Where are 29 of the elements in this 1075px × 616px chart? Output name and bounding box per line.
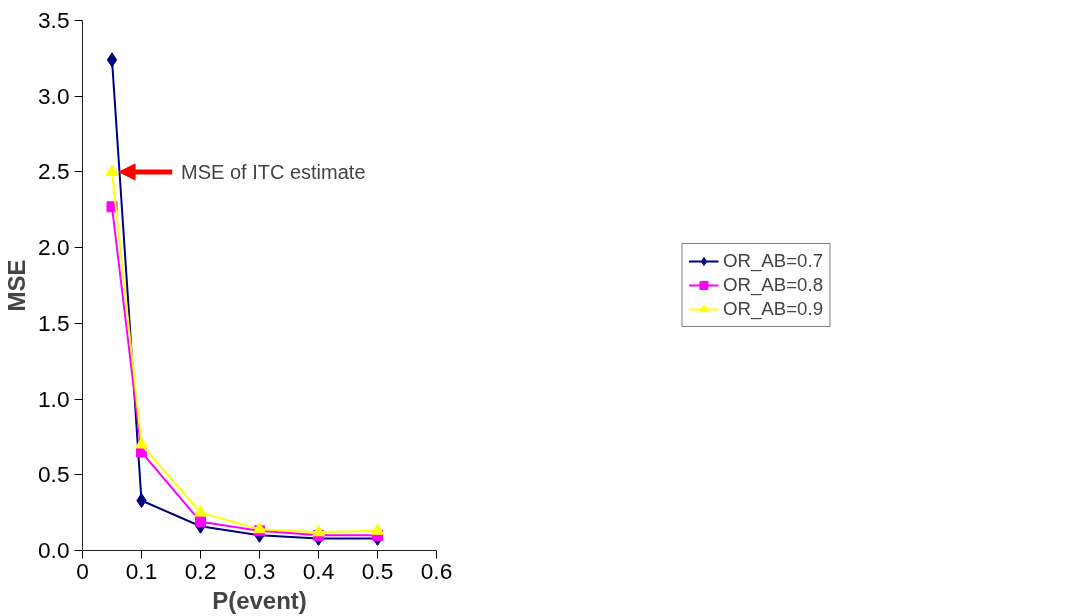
- point: [371, 523, 384, 535]
- legend-label: OR_AB=0.7: [722, 250, 824, 272]
- x-axis-title: P(event): [212, 586, 307, 614]
- point: [105, 164, 119, 176]
- x-tick-label: 0: [76, 557, 89, 584]
- y-tick-label: 3.5: [38, 7, 70, 33]
- point: [135, 437, 148, 449]
- y-tick-label: 1.5: [38, 309, 70, 336]
- y-tick-label: 1.0: [38, 385, 70, 412]
- x-tick-label: 0.4: [302, 557, 335, 584]
- x-tick-label: 0.3: [243, 557, 276, 584]
- y-tick-label: 3.0: [38, 82, 70, 109]
- point: [106, 52, 118, 68]
- x-tick-label: 0.2: [184, 557, 217, 584]
- point: [195, 516, 206, 528]
- x-tick-label: 0.6: [420, 557, 453, 584]
- y-tick-label: 0.0: [38, 537, 70, 563]
- point: [312, 524, 325, 537]
- y-tick-label: 0.5: [38, 461, 70, 488]
- annotation: MSE of ITC estimate: [181, 160, 366, 183]
- y-tick-label: 2.0: [38, 234, 70, 261]
- x-tick-label: 0.5: [361, 557, 394, 584]
- legend-label: OR_AB=0.9: [722, 298, 824, 320]
- x-tick-label: 0.1: [125, 557, 158, 584]
- y-axis-title: MSE: [3, 259, 30, 312]
- y-tick-label: 2.5: [38, 158, 70, 185]
- legend-label: OR_AB=0.8: [722, 274, 824, 296]
- point: [194, 505, 207, 517]
- point: [253, 521, 266, 534]
